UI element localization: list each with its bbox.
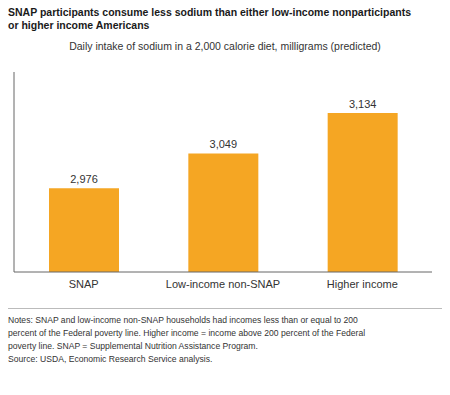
html-text:Source: USDA, Economic Researc: Source: USDA, Economic Research Service …	[8, 354, 213, 364]
svg-text:3,049: 3,049	[210, 138, 238, 150]
html-text:percent of the Federal poverty: percent of the Federal poverty line. Hig…	[8, 328, 366, 338]
html-text:or higher income Americans: or higher income Americans	[8, 19, 150, 31]
html-text:poverty line. SNAP = Supplemen: poverty line. SNAP = Supplemental Nutrit…	[8, 341, 258, 351]
svg-text:Higher income: Higher income	[327, 278, 398, 290]
svg-text:2,976: 2,976	[70, 173, 98, 185]
html-text:Daily intake of sodium in a 2,: Daily intake of sodium in a 2,000 calori…	[69, 40, 381, 52]
html-text:Notes: SNAP and low-income non: Notes: SNAP and low-income non-SNAP hous…	[8, 315, 358, 325]
svg-text:Low-income non-SNAP: Low-income non-SNAP	[166, 278, 280, 290]
svg-text:3,134: 3,134	[349, 98, 377, 110]
html-text:SNAP participants consume less: SNAP participants consume less sodium th…	[8, 6, 411, 18]
svg-text:SNAP: SNAP	[69, 278, 99, 290]
